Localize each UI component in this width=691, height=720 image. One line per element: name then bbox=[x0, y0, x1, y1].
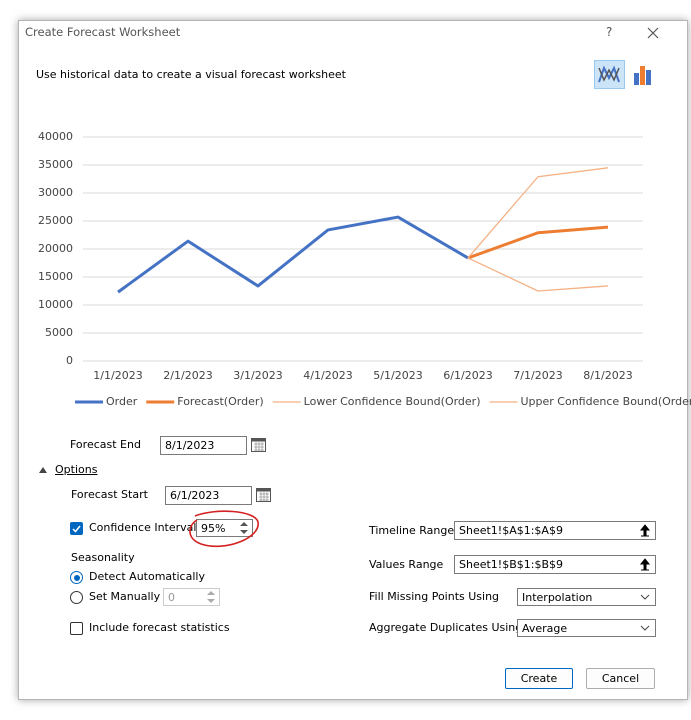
series-line bbox=[467, 225, 609, 260]
y-tick-label: 20000 bbox=[38, 242, 73, 255]
forecast-end-label: Forecast End bbox=[70, 438, 141, 451]
values-input[interactable]: Sheet1!$B$1:$B$9 bbox=[454, 555, 656, 574]
x-tick-label: 4/1/2023 bbox=[303, 369, 352, 382]
seasonality-label: Seasonality bbox=[71, 551, 135, 564]
statistics-label: Include forecast statistics bbox=[89, 621, 230, 634]
calendar-icon[interactable] bbox=[255, 486, 273, 504]
forecast-start-label: Forecast Start bbox=[71, 488, 148, 501]
legend-label: Forecast(Order) bbox=[177, 395, 263, 408]
values-label: Values Range bbox=[369, 558, 444, 571]
series-line bbox=[117, 215, 469, 294]
calendar-icon[interactable] bbox=[250, 436, 268, 454]
y-tick-label: 40000 bbox=[38, 130, 73, 143]
dialog bbox=[18, 20, 688, 700]
y-tick-label: 30000 bbox=[38, 186, 73, 199]
legend-label: Upper Confidence Bound(Order) bbox=[521, 395, 691, 408]
detect-radio[interactable] bbox=[70, 571, 83, 584]
series-line bbox=[467, 167, 609, 259]
x-tick-label: 3/1/2023 bbox=[233, 369, 282, 382]
confidence-input[interactable]: 95% bbox=[196, 519, 253, 537]
annotation-circle bbox=[189, 510, 259, 548]
x-tick-label: 2/1/2023 bbox=[163, 369, 212, 382]
timeline-label: Timeline Range bbox=[369, 524, 455, 537]
chart-type-icons[interactable] bbox=[594, 60, 660, 90]
forecast-start-input[interactable]: 6/1/2023 bbox=[165, 486, 252, 505]
aggregate-label: Aggregate Duplicates Using bbox=[369, 621, 523, 634]
manual-input[interactable]: 0 bbox=[163, 588, 220, 606]
fill-missing-dropdown[interactable]: Interpolation bbox=[517, 588, 656, 606]
description: Use historical data to create a visual f… bbox=[36, 68, 346, 81]
y-tick-label: 25000 bbox=[38, 214, 73, 227]
fill-missing-label: Fill Missing Points Using bbox=[369, 590, 500, 603]
legend-label: Lower Confidence Bound(Order) bbox=[304, 395, 481, 408]
dialog-title: Create Forecast Worksheet bbox=[25, 25, 181, 39]
spinner[interactable] bbox=[236, 520, 252, 536]
y-tick-label: 0 bbox=[66, 354, 73, 367]
dropdown-arrow[interactable] bbox=[638, 590, 652, 604]
y-tick-label: 35000 bbox=[38, 158, 73, 171]
manual-label: Set Manually bbox=[89, 590, 161, 603]
options-header[interactable]: Options bbox=[55, 463, 98, 476]
cancel-button[interactable]: Cancel bbox=[586, 668, 655, 689]
dropdown-arrow[interactable] bbox=[638, 621, 652, 635]
y-tick-label: 15000 bbox=[38, 270, 73, 283]
y-tick-label: 10000 bbox=[38, 298, 73, 311]
aggregate-dropdown[interactable]: Average bbox=[517, 619, 656, 637]
x-tick-label: 6/1/2023 bbox=[443, 369, 492, 382]
x-tick-label: 1/1/2023 bbox=[93, 369, 142, 382]
timeline-input[interactable]: Sheet1!$A$1:$A$9 bbox=[454, 521, 656, 540]
spinner[interactable] bbox=[203, 589, 219, 605]
options-collapse-arrow[interactable] bbox=[38, 465, 48, 475]
series-line bbox=[467, 257, 609, 292]
legend-label: Order bbox=[106, 395, 138, 408]
y-tick-label: 5000 bbox=[45, 326, 73, 339]
create-button[interactable]: Create bbox=[505, 668, 573, 689]
forecast-end-input[interactable]: 8/1/2023 bbox=[160, 436, 247, 455]
help-button[interactable]: ? bbox=[606, 25, 613, 39]
x-tick-label: 7/1/2023 bbox=[513, 369, 562, 382]
range-button[interactable] bbox=[636, 556, 654, 573]
x-tick-label: 5/1/2023 bbox=[373, 369, 422, 382]
close-button[interactable] bbox=[646, 26, 660, 40]
range-button[interactable] bbox=[636, 522, 654, 539]
confidence-label: Confidence Interval bbox=[89, 521, 197, 534]
confidence-checkbox[interactable] bbox=[70, 522, 83, 535]
statistics-checkbox[interactable] bbox=[70, 622, 83, 635]
detect-label: Detect Automatically bbox=[89, 570, 205, 583]
manual-radio[interactable] bbox=[70, 591, 83, 604]
forecast-chart: 0 5000 10000 15000 20000 25000 30000 35000 40000… bbox=[38, 130, 691, 408]
x-tick-label: 8/1/2023 bbox=[583, 369, 632, 382]
